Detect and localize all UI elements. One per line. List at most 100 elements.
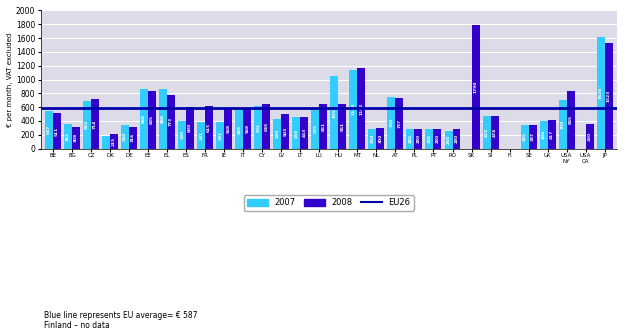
Text: 285: 285 (427, 134, 431, 143)
Bar (490, 116, 499, 149)
Bar (548, 120, 555, 149)
Bar (330, 76, 338, 149)
Text: 750: 750 (389, 118, 394, 127)
Text: 547: 547 (47, 125, 51, 134)
Bar (243, 109, 251, 149)
Text: 1162: 1162 (359, 102, 363, 115)
Text: 714: 714 (93, 119, 97, 129)
Text: 568: 568 (245, 124, 249, 133)
Bar (472, 25, 479, 149)
Bar (129, 127, 137, 149)
Text: 615: 615 (207, 123, 211, 132)
Bar (434, 129, 441, 149)
Text: 511: 511 (55, 126, 59, 135)
Text: 1140: 1140 (351, 103, 356, 116)
Text: 260: 260 (447, 135, 451, 144)
Bar (376, 128, 384, 149)
Bar (45, 111, 53, 149)
Text: 621: 621 (256, 123, 260, 132)
Text: 1790: 1790 (474, 81, 477, 93)
Bar (368, 129, 376, 149)
Text: 700: 700 (560, 120, 565, 129)
Bar (482, 116, 490, 149)
Text: 381: 381 (199, 131, 203, 140)
Text: 693: 693 (85, 120, 89, 129)
Bar (605, 43, 613, 149)
Bar (558, 100, 567, 149)
Text: 474: 474 (492, 128, 497, 137)
Bar (262, 104, 270, 149)
Text: 300: 300 (378, 134, 383, 143)
Text: 600: 600 (188, 123, 192, 132)
Bar (110, 134, 118, 149)
Text: 395: 395 (180, 130, 184, 139)
Text: 565: 565 (237, 125, 241, 133)
Text: 453: 453 (302, 128, 306, 137)
Bar (217, 122, 224, 149)
Text: 568: 568 (227, 124, 230, 133)
Text: 308: 308 (74, 133, 78, 142)
Bar (64, 124, 72, 149)
Text: 575: 575 (313, 124, 318, 133)
Bar (102, 136, 110, 149)
Text: 280: 280 (436, 134, 439, 143)
Bar (292, 118, 300, 149)
Bar (388, 97, 396, 149)
Text: 835: 835 (568, 115, 573, 124)
Bar (167, 95, 175, 149)
Bar (414, 129, 422, 149)
Text: 450: 450 (295, 128, 298, 138)
Bar (91, 99, 99, 149)
Legend: 2007, 2008, EU26: 2007, 2008, EU26 (244, 195, 414, 211)
Bar (178, 121, 186, 149)
Bar (83, 101, 91, 149)
Text: 350: 350 (588, 132, 592, 141)
Bar (224, 109, 232, 149)
Text: 280: 280 (454, 134, 459, 143)
Bar (406, 129, 414, 149)
Bar (567, 91, 575, 149)
Text: 472: 472 (485, 128, 489, 137)
Bar (396, 98, 404, 149)
Bar (452, 129, 461, 149)
Text: 417: 417 (550, 130, 553, 139)
Bar (53, 113, 61, 149)
Bar (197, 122, 205, 149)
Text: 1620: 1620 (598, 86, 603, 99)
Text: Finland – no data: Finland – no data (44, 321, 109, 330)
Text: 773: 773 (169, 117, 173, 126)
Bar (72, 127, 80, 149)
Text: 335: 335 (523, 132, 527, 141)
Bar (121, 125, 129, 149)
Text: 1050: 1050 (333, 106, 336, 119)
Bar (426, 129, 434, 149)
Text: 868: 868 (161, 114, 165, 123)
Bar (358, 68, 366, 149)
Text: 503: 503 (283, 127, 287, 136)
Text: 362: 362 (66, 132, 70, 140)
Bar (205, 106, 213, 149)
Bar (140, 89, 148, 149)
Text: 340: 340 (123, 132, 127, 141)
Text: 430: 430 (275, 129, 280, 138)
Bar (520, 125, 529, 149)
Text: 316: 316 (131, 133, 135, 142)
Bar (159, 89, 167, 149)
Bar (311, 109, 319, 149)
Text: 1523: 1523 (607, 90, 611, 102)
Bar (444, 131, 452, 149)
Text: 737: 737 (397, 119, 401, 128)
Text: 651: 651 (340, 122, 344, 131)
Text: 285: 285 (409, 134, 412, 143)
Text: 651: 651 (321, 122, 325, 131)
Bar (540, 121, 548, 149)
Text: 280: 280 (416, 134, 421, 143)
Text: 337: 337 (530, 132, 535, 141)
Bar (597, 37, 605, 149)
Text: 645: 645 (265, 122, 268, 131)
Bar (300, 117, 308, 149)
Text: Blue line represents EU average= € 587: Blue line represents EU average= € 587 (44, 310, 197, 320)
Bar (235, 110, 243, 149)
Text: 290: 290 (371, 134, 374, 143)
Bar (281, 114, 290, 149)
